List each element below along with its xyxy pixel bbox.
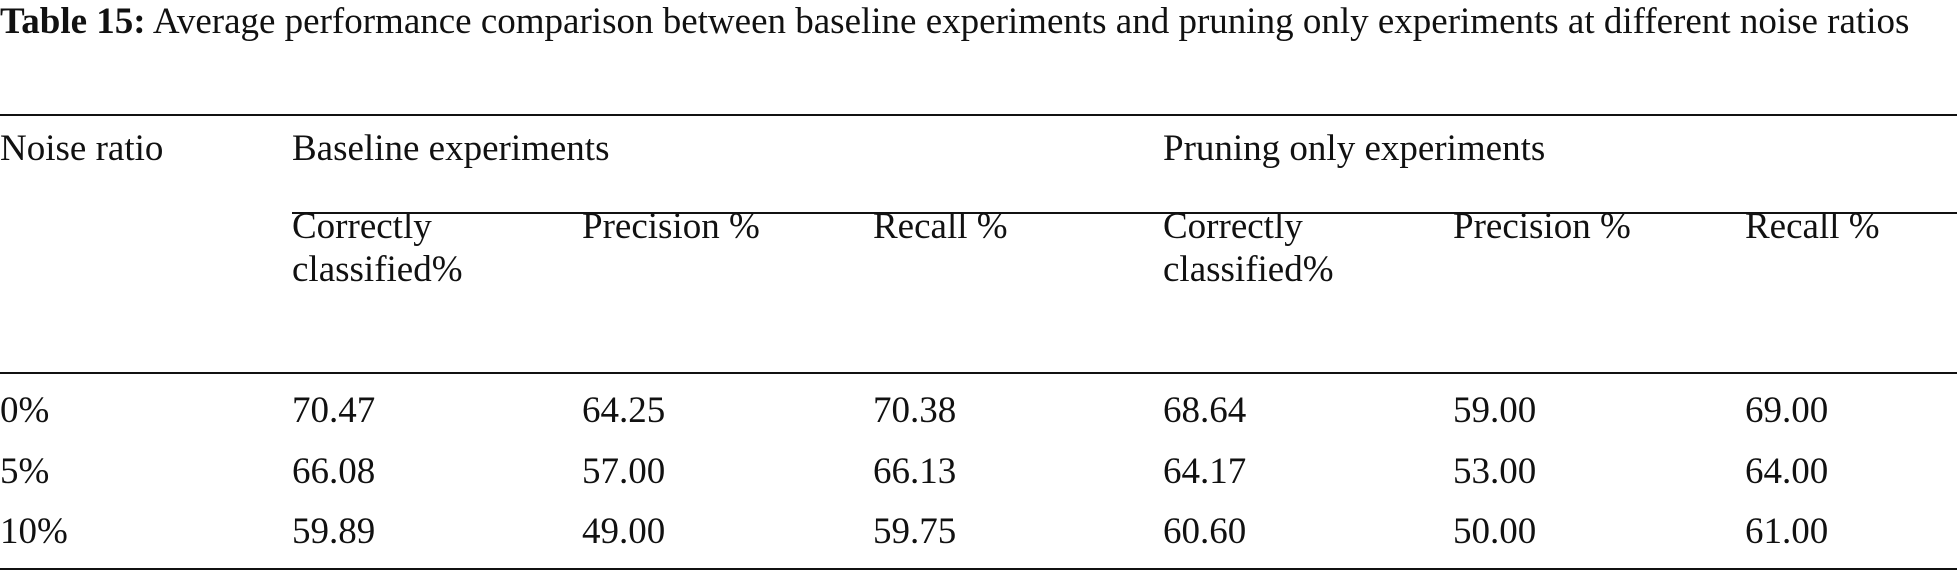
group-header: Pruning only experiments — [1163, 128, 1546, 169]
top-rule — [0, 114, 1957, 116]
table-cell: 70.47 — [292, 390, 376, 431]
column-header: Precision % — [582, 206, 760, 247]
bottom-rule — [0, 568, 1957, 570]
table-cell: 64.00 — [1745, 451, 1829, 492]
caption-label: Table 15: — [0, 1, 146, 42]
table-cell: 49.00 — [582, 511, 666, 552]
group-header: Baseline experiments — [292, 128, 610, 169]
table-cell: 64.25 — [582, 390, 666, 431]
table-cell: 69.00 — [1745, 390, 1829, 431]
table-cell: 60.60 — [1163, 511, 1247, 552]
column-header: Recall % — [1745, 206, 1880, 247]
table-caption: Table 15: Average performance comparison… — [0, 0, 1957, 44]
table-cell: 50.00 — [1453, 511, 1537, 552]
column-header: Precision % — [1453, 206, 1631, 247]
table-cell: 70.38 — [873, 390, 957, 431]
caption-text: Average performance comparison between b… — [152, 1, 1910, 42]
table-cell: 59.00 — [1453, 390, 1537, 431]
table-cell: 68.64 — [1163, 390, 1247, 431]
row-label-header: Noise ratio — [0, 128, 164, 169]
table-cell: 53.00 — [1453, 451, 1537, 492]
table-cell: 59.75 — [873, 511, 957, 552]
table-cell: 64.17 — [1163, 451, 1247, 492]
table-cell: 61.00 — [1745, 511, 1829, 552]
column-header: Recall % — [873, 206, 1008, 247]
column-header: Correctly classified% — [292, 206, 463, 290]
column-header: Correctly classified% — [1163, 206, 1334, 290]
row-label: 0% — [0, 390, 50, 431]
group-rule — [292, 212, 1957, 214]
table-cell: 59.89 — [292, 511, 376, 552]
row-label: 5% — [0, 451, 50, 492]
table-cell: 57.00 — [582, 451, 666, 492]
header-rule — [0, 372, 1957, 374]
row-label: 10% — [0, 511, 68, 552]
table-cell: 66.13 — [873, 451, 957, 492]
table-cell: 66.08 — [292, 451, 376, 492]
